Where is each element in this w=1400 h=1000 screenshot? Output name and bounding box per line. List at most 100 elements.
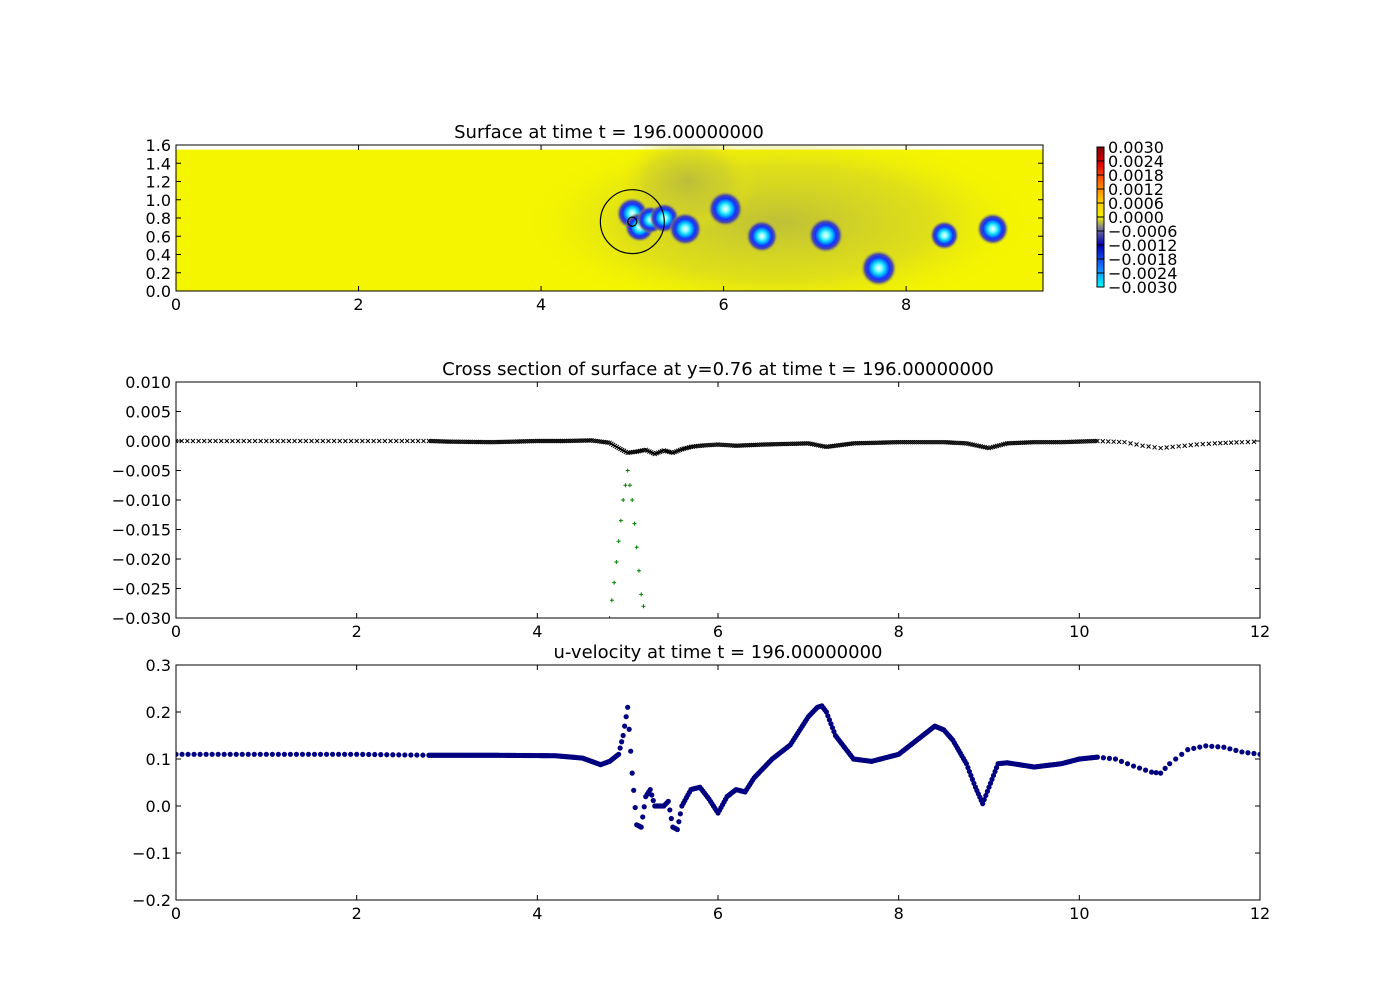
- u-velocity-panel: u-velocity at time t = 196.00000000 0 2 4 6…: [132, 642, 1270, 923]
- u-velocity-point: [1251, 750, 1257, 757]
- u-velocity-point: [251, 751, 257, 757]
- surface-cross-section-point: [1033, 439, 1039, 445]
- u-velocity-point: [1162, 765, 1168, 772]
- surface-y-ticks: 0.00.20.40.60.81.01.21.41.6: [146, 136, 1043, 301]
- u-velocity-point: [245, 751, 251, 757]
- surface-cross-section-point: [1045, 439, 1051, 445]
- u-velocity-point: [275, 751, 281, 757]
- u-velocity-y-tick-label: −0.1: [132, 844, 171, 863]
- surface-cross-section-point: [1031, 439, 1037, 445]
- u-velocity-point: [281, 751, 287, 757]
- cross-section-x-tick-label: 2: [352, 622, 362, 641]
- u-velocity-x-tick-label: 0: [171, 904, 181, 923]
- u-velocity-y-ticks: 0.3 0.2 0.1 0.0 −0.1 −0.2: [132, 656, 1260, 910]
- cross-section-y-tick-label: 0.000: [125, 432, 171, 451]
- u-velocity-point: [1197, 744, 1203, 750]
- surface-x-ticks: 0 2 4 6 8: [171, 145, 911, 314]
- obstacle-circle: [599, 189, 665, 255]
- cross-section-y-tick-label: −0.025: [112, 580, 171, 599]
- surface-cross-section-point: [544, 438, 550, 444]
- initial-profile-point: [627, 483, 632, 488]
- colorbar-tick-label: −0.0018: [1108, 250, 1177, 269]
- u-velocity-point: [1209, 743, 1215, 749]
- u-velocity-x-tick-label: 10: [1069, 904, 1089, 923]
- u-velocity-point: [626, 726, 632, 732]
- surface-cross-section-point: [540, 438, 546, 444]
- surface-x-tick-label: 2: [353, 295, 363, 314]
- surface-cross-section-point: [1039, 439, 1045, 445]
- surface-depression: [707, 191, 743, 227]
- u-velocity-point: [640, 814, 646, 820]
- surface-cross-section-point: [179, 438, 184, 444]
- u-velocity-point: [215, 751, 221, 757]
- surface-cross-section-point: [1041, 439, 1047, 445]
- u-velocity-point: [1112, 756, 1119, 762]
- surface-cross-section-point: [280, 438, 286, 444]
- initial-profile-point: [636, 568, 641, 573]
- surface-cross-section-point: [556, 438, 561, 444]
- u-velocity-point: [823, 709, 830, 715]
- surface-cross-section-point: [269, 438, 275, 444]
- cross-section-title: Cross section of surface at y=0.76 at ti…: [442, 359, 994, 380]
- colorbar-tick-label: 0.0018: [1108, 166, 1164, 185]
- surface-cross-section-point: [343, 438, 348, 444]
- surface-cross-section-point: [1134, 442, 1139, 447]
- surface-cross-section-point: [247, 438, 252, 444]
- surface-cross-section-point: [1056, 439, 1062, 445]
- surface-y-tick-label: 0.6: [146, 227, 171, 246]
- surface-cross-section-point: [1234, 440, 1239, 445]
- u-velocity-point: [631, 787, 637, 793]
- u-velocity-point: [992, 768, 998, 775]
- u-velocity-point: [239, 751, 245, 757]
- surface-cross-section-point: [1170, 444, 1176, 450]
- u-velocity-y-tick-label: 0.1: [146, 750, 171, 769]
- u-velocity-point: [263, 751, 269, 757]
- surface-x-tick-label: 6: [718, 295, 728, 314]
- cross-section-x-tick-label: 4: [532, 622, 542, 641]
- u-velocity-point: [354, 751, 360, 757]
- u-velocity-point: [993, 765, 1000, 771]
- surface-cross-section-point: [542, 438, 548, 444]
- colorbar-tick-label: 0.0024: [1108, 152, 1164, 171]
- u-velocity-point: [980, 801, 986, 807]
- cross-section-x-ticks: 0 2 4 6 8 10 12: [171, 382, 1270, 641]
- surface-cross-section-point: [201, 438, 207, 444]
- u-velocity-point: [674, 826, 680, 833]
- surface-cross-section-point: [1053, 439, 1058, 445]
- u-velocity-point: [1142, 767, 1149, 773]
- surface-cross-section-point: [1035, 439, 1041, 445]
- surface-cross-section-point: [1051, 439, 1056, 445]
- surface-cross-section-point: [548, 438, 554, 444]
- surface-cross-section-point: [235, 438, 241, 444]
- u-velocity-point: [1106, 755, 1113, 761]
- u-velocity-point: [336, 751, 342, 757]
- surface-wake-shadow: [518, 145, 1039, 291]
- surface-top-margin: [176, 145, 1043, 150]
- u-velocity-point: [629, 770, 635, 776]
- surface-cross-section-point: [1095, 438, 1100, 444]
- u-velocity-point: [360, 751, 366, 757]
- colorbar-tick-label: −0.0006: [1108, 222, 1177, 241]
- surface-cross-section-point: [331, 438, 337, 444]
- surface-cross-section-point: [404, 438, 410, 444]
- surface-cross-section-point: [534, 438, 540, 444]
- cross-section-x-tick-label: 8: [894, 622, 904, 641]
- u-velocity-point: [986, 784, 992, 790]
- surface-cross-section-point: [1100, 438, 1106, 444]
- surface-cross-section-point: [252, 438, 258, 444]
- surface-y-tick-label: 0.8: [146, 209, 171, 228]
- surface-cross-section-point: [326, 438, 331, 444]
- u-velocity-point: [269, 751, 275, 757]
- surface-cross-section-point: [536, 438, 542, 444]
- u-velocity-point: [984, 788, 991, 794]
- surface-cross-section-point: [196, 438, 201, 444]
- u-velocity-point: [1185, 747, 1191, 753]
- u-velocity-point: [1130, 763, 1137, 769]
- colorbar-ticks: 0.00300.00240.00180.00120.00060.0000−0.0…: [1097, 138, 1177, 297]
- surface-cross-section-point: [371, 438, 376, 444]
- surface-y-tick-label: 1.2: [146, 173, 171, 192]
- u-velocity-point: [317, 751, 324, 757]
- u-velocity-x-tick-label: 4: [532, 904, 542, 923]
- colorbar-tick-label: 0.0030: [1108, 138, 1164, 157]
- cross-section-y-tick-label: 0.010: [125, 373, 171, 392]
